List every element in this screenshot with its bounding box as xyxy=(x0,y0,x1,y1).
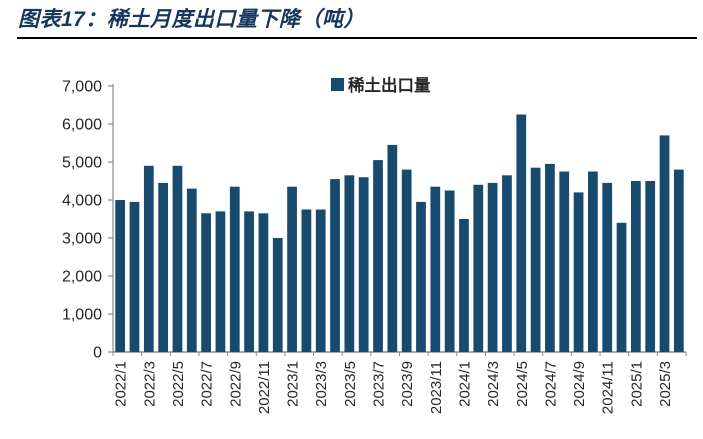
x-tick-label: 2024/11 xyxy=(600,361,617,414)
bar-2025/3 xyxy=(659,135,670,352)
bar-2025/4 xyxy=(673,169,684,352)
bar-chart: 0 1,000 2,000 3,000 4,000 5,000 6,000 7,000 2022… xyxy=(0,54,703,439)
bar-2023/3 xyxy=(315,209,326,352)
y-tick-label: 1,000 xyxy=(62,307,102,324)
x-tick-label: 2025/3 xyxy=(657,361,674,407)
x-tick-label: 2023/9 xyxy=(399,361,416,407)
y-tick-label: 0 xyxy=(93,345,102,362)
legend-label: 稀土出口量 xyxy=(348,75,431,95)
bar-2024/5 xyxy=(516,114,527,352)
x-tick-label: 2022/3 xyxy=(141,361,158,407)
y-tick-label: 7,000 xyxy=(62,79,102,96)
x-tick-label: 2023/11 xyxy=(428,361,445,414)
bar-2023/7 xyxy=(373,160,383,352)
y-tick-label: 2,000 xyxy=(62,269,102,286)
x-tick-label: 2023/1 xyxy=(285,361,302,407)
bar-2024/8 xyxy=(559,171,570,352)
x-tick-label: 2022/7 xyxy=(199,361,216,407)
bar-2024/2 xyxy=(473,184,484,352)
figure-title: 图表17：稀土月度出口量下降（吨） xyxy=(18,8,365,31)
bar-2024/9 xyxy=(573,192,584,352)
bar-2024/7 xyxy=(545,163,555,352)
bar-2024/6 xyxy=(530,167,541,352)
bar-2024/11 xyxy=(602,182,613,352)
bar-2024/3 xyxy=(487,182,498,352)
bar-2024/12 xyxy=(616,222,627,352)
x-tick-label: 2023/7 xyxy=(371,361,388,407)
bar-2022/7 xyxy=(201,213,211,352)
bar-2023/9 xyxy=(401,169,412,352)
bar-2022/12 xyxy=(272,238,283,352)
x-tick-label: 2024/9 xyxy=(571,361,588,407)
x-tick-label: 2024/1 xyxy=(456,361,473,407)
x-tick-label: 2022/5 xyxy=(170,361,187,407)
bar-2023/8 xyxy=(387,144,398,352)
bar-2022/4 xyxy=(158,182,169,352)
x-tick-label: 2025/1 xyxy=(628,361,645,407)
bar-2022/5 xyxy=(172,165,183,352)
bar-2023/12 xyxy=(444,190,455,352)
y-tick-label: 6,000 xyxy=(62,117,102,134)
bar-2022/3 xyxy=(143,165,154,352)
bar-2023/10 xyxy=(416,201,426,352)
legend-swatch xyxy=(331,78,344,91)
bar-2024/4 xyxy=(502,175,512,352)
y-tick-label: 5,000 xyxy=(62,155,102,172)
x-tick-label: 2024/7 xyxy=(542,361,559,407)
bar-2024/10 xyxy=(588,171,598,352)
rare-earth-export-bar-chart: 0 1,000 2,000 3,000 4,000 5,000 6,000 7,000 2022… xyxy=(62,75,687,414)
bar-2023/2 xyxy=(301,209,312,352)
bar-2023/4 xyxy=(330,179,340,352)
y-tick-label: 3,000 xyxy=(62,231,102,248)
x-tick-label: 2024/3 xyxy=(485,361,502,407)
x-tick-label: 2024/5 xyxy=(514,361,531,407)
bar-2022/2 xyxy=(129,201,140,352)
y-tick-label: 4,000 xyxy=(62,193,102,210)
x-tick-label: 2022/11 xyxy=(256,361,273,414)
x-tick-label: 2023/5 xyxy=(342,361,359,407)
bar-2025/2 xyxy=(645,181,656,352)
title-underline xyxy=(17,37,697,39)
bar-2022/1 xyxy=(115,200,126,352)
bar-2022/8 xyxy=(215,211,226,352)
bar-2024/1 xyxy=(459,219,469,352)
bar-2022/6 xyxy=(186,188,197,352)
x-tick-label: 2022/9 xyxy=(227,361,244,407)
bar-2023/6 xyxy=(358,177,369,352)
bar-2023/11 xyxy=(430,186,441,352)
bar-2023/1 xyxy=(287,186,297,352)
bar-2023/5 xyxy=(344,175,355,352)
bar-2022/10 xyxy=(244,211,254,352)
x-tick-label: 2023/3 xyxy=(313,361,330,407)
x-tick-label: 2022/1 xyxy=(113,361,130,407)
bar-2022/11 xyxy=(258,213,269,352)
bar-2025/1 xyxy=(630,181,641,352)
bar-2022/9 xyxy=(229,186,240,352)
